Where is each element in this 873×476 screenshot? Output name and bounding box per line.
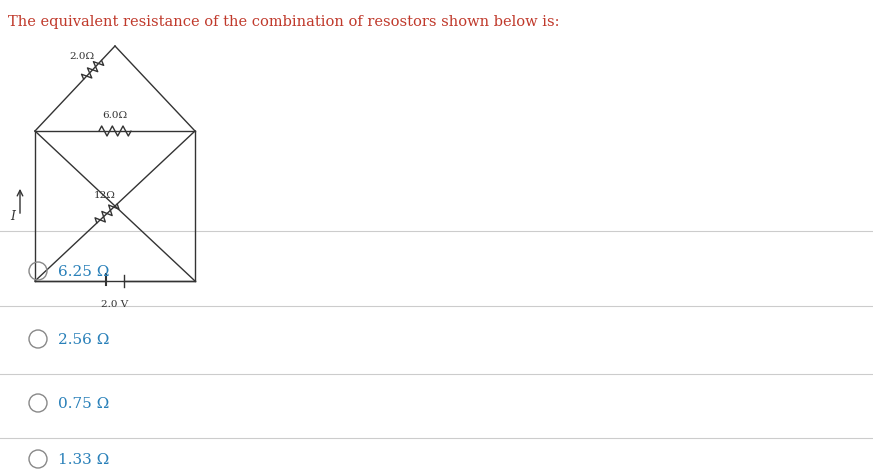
Text: 2.0Ω: 2.0Ω	[69, 51, 94, 60]
Text: 0.75 Ω: 0.75 Ω	[58, 396, 109, 410]
Text: 12Ω: 12Ω	[94, 191, 116, 200]
Text: I: I	[10, 210, 15, 223]
Text: 2.0 V: 2.0 V	[101, 299, 128, 308]
Text: 6.0Ω: 6.0Ω	[102, 111, 127, 120]
Text: 6.25 Ω: 6.25 Ω	[58, 265, 109, 278]
Text: 2.56 Ω: 2.56 Ω	[58, 332, 109, 346]
Text: The equivalent resistance of the combination of resostors shown below is:: The equivalent resistance of the combina…	[8, 15, 560, 29]
Text: 1.33 Ω: 1.33 Ω	[58, 452, 109, 466]
